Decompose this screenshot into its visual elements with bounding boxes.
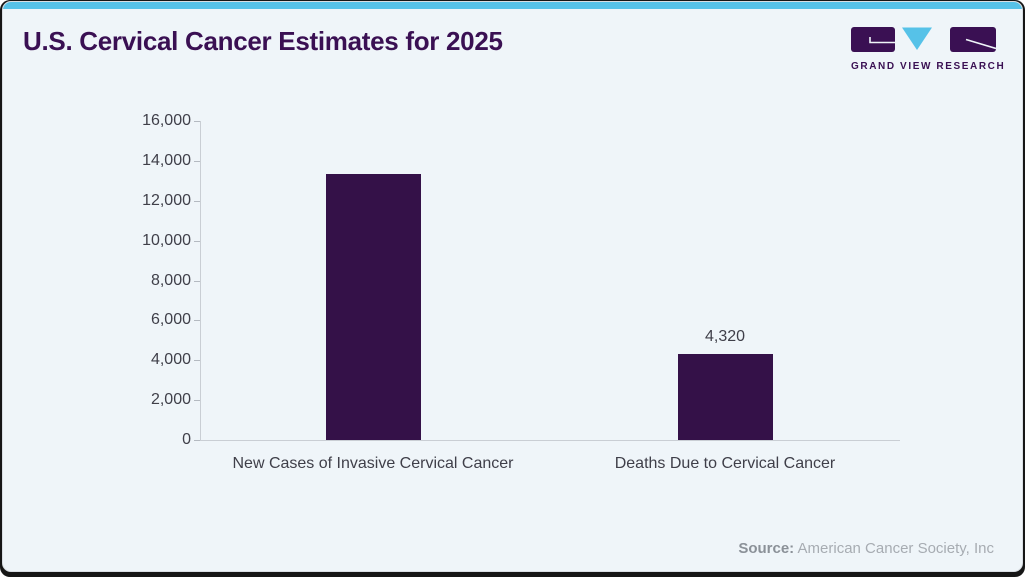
chart-title: U.S. Cervical Cancer Estimates for 2025 (23, 26, 503, 56)
y-axis-line (200, 121, 201, 441)
source-line: Source: American Cancer Society, Inc (738, 540, 994, 557)
y-axis-tick-mark (194, 280, 200, 282)
y-axis-tick-label: 4,000 (150, 351, 191, 369)
y-axis-tick-mark (194, 440, 200, 441)
source-label: Source: (738, 540, 795, 557)
y-axis-tick-label: 14,000 (142, 151, 191, 169)
y-axis-tick-mark (194, 360, 200, 362)
bar-2 (677, 353, 773, 440)
y-axis-tick-label: 10,000 (142, 231, 191, 249)
bar-1 (325, 173, 421, 440)
x-axis-category-label: New Cases of Invasive Cervical Cancer (232, 455, 514, 472)
bar-value-label: 4,320 (704, 327, 746, 345)
y-axis-tick-label: 16,000 (142, 112, 191, 129)
gvr-logo: GRAND VIEW RESEARCH (851, 27, 1006, 72)
y-axis-tick-mark (194, 160, 200, 162)
y-axis-tick-mark (194, 200, 200, 202)
y-axis-tick-label: 6,000 (150, 311, 191, 329)
y-axis-tick-mark (194, 320, 200, 322)
source-text: American Cancer Society, Inc (794, 540, 994, 557)
y-axis-tick-mark (194, 121, 200, 122)
gvr-logo-text: GRAND VIEW RESEARCH (851, 61, 1006, 72)
y-axis-tick-label: 0 (182, 431, 191, 448)
y-axis-tick-label: 8,000 (150, 271, 191, 289)
top-accent-bar (3, 2, 1022, 9)
y-axis-tick-mark (194, 240, 200, 242)
y-axis-tick-mark (194, 400, 200, 402)
x-axis-category-label: Deaths Due to Cervical Cancer (614, 455, 836, 472)
y-axis-tick-label: 2,000 (150, 391, 191, 409)
y-axis-tick-label: 12,000 (142, 191, 191, 209)
gvr-logo-mark (851, 27, 997, 52)
x-axis-line (200, 440, 900, 441)
